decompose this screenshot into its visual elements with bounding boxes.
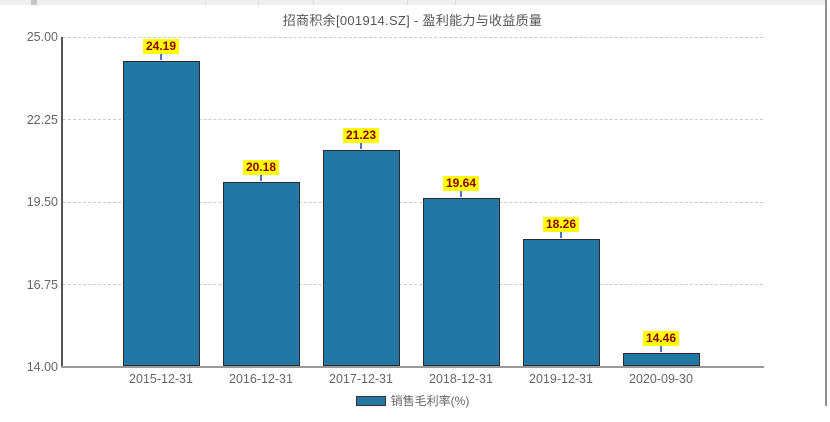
bar-2016-12-31[interactable]	[222, 181, 300, 366]
browser-chrome-strip	[0, 0, 825, 5]
value-label-2020-09-30: 14.46	[642, 331, 680, 347]
x-axis-tick-label: 2015-12-31	[129, 372, 193, 386]
value-label-connector	[160, 54, 162, 61]
chrome-divider	[313, 0, 314, 5]
value-label-2015-12-31: 24.19	[142, 39, 180, 55]
chart-title: 招商积余[001914.SZ] - 盈利能力与收益质量	[282, 13, 543, 28]
x-axis-tick-label: 2018-12-31	[429, 372, 493, 386]
x-axis-line	[61, 366, 764, 368]
value-label-connector	[460, 190, 462, 197]
value-label-connector	[360, 143, 362, 150]
gridline	[63, 119, 763, 120]
x-axis-tick-label: 2016-12-31	[229, 372, 293, 386]
chrome-tab-fragment	[31, 0, 37, 5]
legend: 销售毛利率(%)	[62, 392, 763, 409]
bar-2020-09-30[interactable]	[622, 353, 700, 366]
x-axis-tick-label: 2020-09-30	[629, 372, 693, 386]
value-label-2016-12-31: 20.18	[242, 159, 280, 175]
bar-2015-12-31[interactable]	[122, 61, 200, 366]
gridline	[63, 201, 763, 203]
value-label-connector	[660, 346, 662, 353]
x-axis-tick-label: 2017-12-31	[329, 372, 393, 386]
y-axis-tick-label: 22.25	[26, 112, 58, 127]
legend-item-gross-margin[interactable]: 销售毛利率(%)	[355, 392, 470, 409]
value-label-2018-12-31: 19.64	[442, 175, 480, 191]
y-axis-line	[61, 37, 63, 367]
value-label-connector	[560, 232, 562, 239]
value-label-2019-12-31: 18.26	[542, 217, 580, 233]
bar-2019-12-31[interactable]	[522, 239, 600, 366]
bar-2017-12-31[interactable]	[322, 150, 400, 366]
x-axis-tick-label: 2019-12-31	[529, 372, 593, 386]
bar-2018-12-31[interactable]	[422, 197, 500, 366]
y-axis-tick-label: 14.00	[26, 360, 58, 374]
value-label-2017-12-31: 21.23	[342, 128, 380, 144]
legend-label: 销售毛利率(%)	[390, 394, 470, 408]
value-label-connector	[260, 174, 262, 181]
vertical-scrollbar[interactable]	[825, 0, 827, 406]
legend-swatch	[355, 395, 386, 406]
chrome-divider	[205, 0, 206, 5]
gridline	[63, 284, 763, 285]
chrome-divider	[455, 0, 456, 5]
chrome-divider	[258, 0, 259, 5]
y-axis-tick-label: 16.75	[26, 277, 58, 292]
chrome-divider	[407, 0, 408, 5]
y-axis-tick-label: 19.50	[26, 195, 58, 209]
y-axis-tick-label: 25.00	[26, 30, 58, 44]
gridline	[63, 36, 763, 38]
